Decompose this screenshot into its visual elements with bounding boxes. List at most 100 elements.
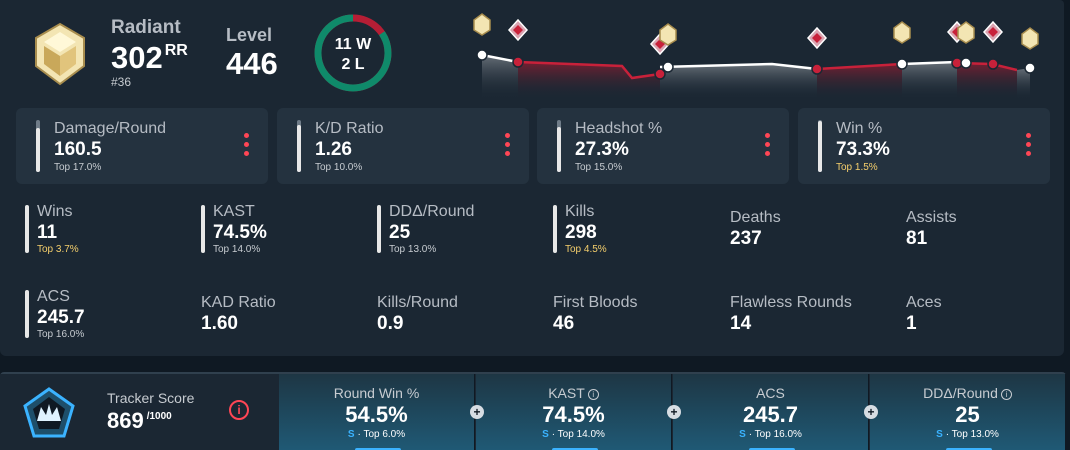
stats-panel: Radiant 302 RR #36 Level 446 11 W 2 L [0, 0, 1064, 356]
info-icon[interactable]: i [587, 389, 599, 400]
stat-value: 46 [553, 313, 575, 334]
stat-value: 14 [730, 313, 752, 334]
tracker-score-bar: Tracker Score 869/1000 i Round Win % 54.5… [0, 372, 1066, 450]
percentile-text: · Top 13.0% [945, 429, 999, 440]
stat-value: 73.3% [836, 139, 890, 160]
score-column-value: 54.5% [345, 402, 408, 427]
stat-value: 298 [565, 222, 597, 243]
score-column-label: KAST i [476, 385, 671, 401]
score-column-percentile: S · Top 16.0% [673, 429, 868, 440]
score-column-label: ACS [673, 385, 868, 401]
stat-value: 0.9 [377, 313, 404, 334]
score-column-label: Round Win % [279, 385, 474, 401]
info-icon[interactable]: i [1000, 389, 1012, 400]
more-options-icon[interactable] [244, 133, 250, 157]
stat-label: Flawless Rounds [730, 294, 852, 311]
stat-label: Wins [37, 203, 73, 220]
rr-trend-graph [473, 13, 1039, 100]
stat-flawless-rounds: Flawless Rounds 14 [730, 288, 905, 344]
rr-value: 302 [111, 40, 163, 75]
stat-card-win-: Win % 73.3% Top 1.5% [798, 108, 1050, 184]
percentile-bar [377, 205, 381, 253]
stat-label: Headshot % [575, 120, 663, 137]
percentile-bar-fill [557, 127, 561, 172]
stat-assists: Assists 81 [906, 203, 1070, 259]
stat-value: 1 [906, 313, 917, 334]
stat-value: 74.5% [213, 222, 267, 243]
percentile-bar [25, 205, 29, 253]
more-options-icon[interactable] [765, 133, 771, 157]
add-comparison-button[interactable]: + [667, 405, 681, 419]
rr-unit: RR [164, 42, 188, 59]
add-comparison-button[interactable]: + [864, 405, 878, 419]
score-column-round-win-: Round Win % 54.5% S · Top 6.0% [279, 374, 475, 450]
tier-badge: S [936, 429, 943, 440]
percentile-bar-fill [818, 121, 822, 172]
level-value: 446 [226, 46, 278, 81]
score-column-label-text: ACS [756, 385, 785, 401]
percentile-bar [297, 120, 301, 172]
stat-first-bloods: First Bloods 46 [553, 288, 728, 344]
stat-kills-round: Kills/Round 0.9 [377, 288, 552, 344]
wins-count: 11 W [334, 36, 372, 53]
hero-header: Radiant 302 RR #36 Level 446 11 W 2 L [0, 0, 1064, 100]
stat-label: ACS [37, 288, 70, 305]
tracker-score-max: /1000 [146, 411, 172, 422]
stat-label: K/D Ratio [315, 120, 384, 137]
tracker-score-box: Tracker Score 869/1000 i [0, 374, 276, 450]
tracker-score-icon [23, 387, 75, 438]
stat-card-damage-round: Damage/Round 160.5 Top 17.0% [16, 108, 268, 184]
stat-percentile: Top 15.0% [575, 162, 623, 173]
percentile-bar [553, 205, 557, 253]
stat-label: KAD Ratio [201, 294, 276, 311]
stat-percentile: Top 4.5% [565, 244, 607, 255]
tracker-score-number: 869 [107, 408, 144, 433]
stat-label: Aces [906, 294, 942, 311]
score-column-value: 74.5% [542, 402, 605, 427]
rank-rr: 302 RR [111, 40, 188, 76]
stat-percentile: Top 3.7% [37, 244, 79, 255]
stat-kills: Kills 298 Top 4.5% [553, 203, 728, 259]
percentile-bar-fill [297, 125, 301, 172]
tier-indicator-strip [946, 448, 992, 450]
tier-badge: S [542, 429, 549, 440]
stat-label: KAST [213, 203, 255, 220]
stat-value: 81 [906, 228, 928, 249]
percentile-bar [36, 120, 40, 172]
stat-label: Deaths [730, 209, 781, 226]
stat-label: Win % [836, 120, 883, 137]
stat-aces: Aces 1 [906, 288, 1070, 344]
score-column-label-text: Round Win % [333, 385, 420, 401]
score-column-value: 25 [955, 402, 980, 427]
more-options-icon[interactable] [505, 133, 511, 157]
stat-label: First Bloods [553, 294, 638, 311]
score-column-value: 245.7 [742, 402, 799, 427]
tier-badge: S [347, 429, 355, 440]
stat-card-headshot-: Headshot % 27.3% Top 15.0% [537, 108, 789, 184]
stat-deaths: Deaths 237 [730, 203, 905, 259]
score-column-percentile: S · Top 13.0% [870, 429, 1065, 440]
tier-indicator-strip [552, 448, 598, 450]
stat-wins: Wins 11 Top 3.7% [25, 203, 200, 259]
stat-value: 1.60 [201, 313, 238, 334]
stat-dd-round: DDΔ/Round 25 Top 13.0% [377, 203, 552, 259]
add-comparison-button[interactable]: + [470, 405, 484, 419]
info-icon[interactable]: i [229, 400, 249, 420]
rank-name: Radiant [111, 17, 181, 38]
score-column-percentile: S · Top 14.0% [476, 429, 671, 440]
leaderboard-position: #36 [111, 75, 132, 89]
score-column-kast: KAST i 74.5% S · Top 14.0% [476, 374, 672, 450]
stat-value: 11 [37, 222, 58, 243]
more-options-icon[interactable] [1026, 133, 1032, 157]
score-column-label-text: DDΔ/Round [923, 385, 998, 401]
stat-percentile: Top 14.0% [213, 244, 261, 255]
stat-percentile: Top 1.5% [836, 162, 878, 173]
stat-value: 237 [730, 228, 762, 249]
stat-value: 245.7 [37, 307, 85, 328]
losses-count: 2 L [341, 56, 365, 73]
win-loss-ring [314, 14, 392, 92]
stat-percentile: Top 13.0% [389, 244, 437, 255]
agent-badge-icons [473, 13, 1039, 56]
stat-value: 160.5 [54, 139, 102, 160]
tier-badge: S [739, 429, 746, 440]
